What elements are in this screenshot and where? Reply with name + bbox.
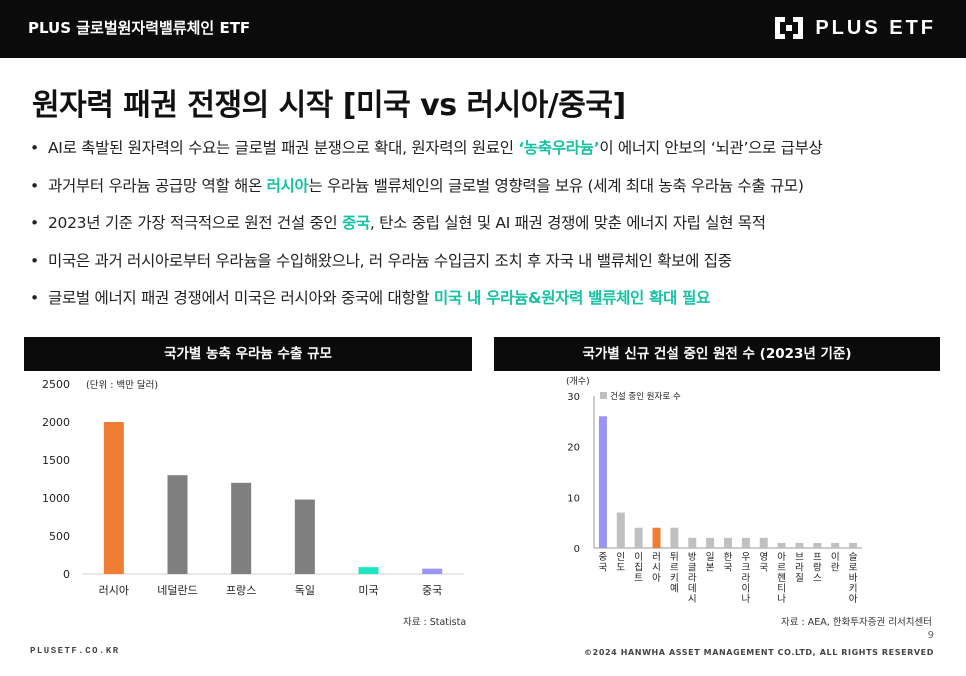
bar [598, 416, 607, 548]
logo-text: PLUS ETF [815, 16, 936, 39]
site-url: PLUSETF.CO.KR [30, 646, 120, 656]
page-title: 원자력 패권 전쟁의 시작 [미국 vs 러시아/중국] [32, 88, 626, 123]
bar [777, 542, 786, 548]
right-chart-header: 국가별 신규 건설 중인 원전 수 (2023년 기준) [494, 337, 940, 371]
right-chart-source: 자료 : AEA, 한화투자증권 리서치센터 [781, 617, 932, 628]
x-tick-label: 프랑스 [226, 584, 256, 597]
legend-label: 건설 중인 원자로 수 [610, 391, 681, 402]
bar [741, 537, 750, 548]
uranium-export-chart: 0 500 1000 1500 2000 2500 (단위 : 백만 달러) 러시아 네덜란드 프… [42, 378, 464, 597]
y-tick-label: 10 [567, 493, 580, 504]
bar [358, 567, 379, 574]
x-tick-label: 네덜란드 [157, 584, 197, 597]
bullet-item: • 2023년 기준 가장 적극적으로 원전 건설 중인 중국, 탄소 중립 실현… [30, 214, 766, 232]
y-tick-label: 30 [567, 392, 580, 403]
bar [103, 422, 124, 574]
left-chart-header: 국가별 농축 우라늄 수출 규모 [24, 337, 472, 371]
bar [616, 512, 625, 548]
copyright: ©2024 HANWHA ASSET MANAGEMENT CO.LTD, AL… [584, 648, 934, 657]
bar [422, 568, 443, 574]
unit-label: (개수) [566, 376, 590, 387]
bullet-item: • 글로벌 에너지 패권 경쟁에서 미국은 러시아와 중국에 대항할 미국 내 우… [30, 289, 711, 307]
x-tick-label: 독일 [295, 583, 315, 597]
bullet-list: • AI로 촉발된 원자력의 수요는 글로벌 패권 분쟁으로 확대, 원자력의 원… [30, 138, 940, 326]
bar [634, 527, 643, 548]
y-tick-label: 20 [567, 443, 580, 454]
y-tick-label: 0 [574, 544, 580, 555]
bar [849, 542, 858, 548]
top-bar: PLUS 글로벌원자력밸류체인 ETF PLUS ETF [0, 0, 966, 58]
left-chart-source: 자료 : Statista [403, 617, 467, 628]
y-tick-label: 1000 [42, 492, 70, 505]
y-tick-label: 0 [63, 568, 70, 581]
logo-bracket-icon [775, 17, 804, 39]
bar [652, 527, 661, 548]
y-tick-label: 1500 [42, 454, 70, 467]
bar [759, 537, 768, 548]
x-tick-label: 러시아 [99, 584, 129, 597]
y-tick-label: 2000 [42, 416, 70, 429]
bar [813, 542, 822, 548]
bullet-highlight: 러시아 [266, 176, 309, 195]
y-tick-label: 500 [49, 530, 70, 543]
bar [231, 482, 252, 574]
bullet-highlight: 중국 [342, 214, 370, 232]
page-number: 9 [927, 630, 934, 641]
bullet-item: • AI로 촉발된 원자력의 수요는 글로벌 패권 분쟁으로 확대, 원자력의 원… [30, 139, 823, 157]
bar [294, 499, 315, 574]
bullet-highlight: ‘농축우라늄’ [518, 139, 600, 157]
bar [795, 542, 804, 548]
bar [670, 527, 679, 548]
bullet-highlight: 미국 내 우라늄&원자력 밸류체인 확대 필요 [434, 289, 711, 307]
bar [706, 537, 715, 548]
bar [688, 537, 697, 548]
bar [167, 475, 188, 574]
bar [724, 537, 732, 548]
fund-title: PLUS 글로벌원자력밸류체인 ETF [28, 19, 251, 37]
plus-etf-logo: PLUS ETF [775, 15, 936, 41]
legend-swatch [600, 392, 607, 399]
bullet-item: • 미국은 과거 러시아로부터 우라늄을 수입해왔으나, 러 우라늄 수입금지 조… [30, 251, 732, 270]
unit-label: (단위 : 백만 달러) [86, 379, 158, 391]
bullet-item: • 과거부터 우라늄 공급망 역할 해온 러시아는 우라늄 밸류체인의 글로벌 영… [30, 176, 804, 195]
x-tick-label: 미국 [358, 584, 378, 597]
bar [831, 542, 840, 548]
y-tick-label: 2500 [42, 378, 70, 391]
x-tick-label: 중국 [422, 584, 442, 597]
reactor-construction-chart: 0 10 20 30 (개수) 건설 중인 원자로 수중 국 인 도 이 집 트 러 시 아 튀 르 키 예 방 글 라 데… [566, 376, 862, 605]
